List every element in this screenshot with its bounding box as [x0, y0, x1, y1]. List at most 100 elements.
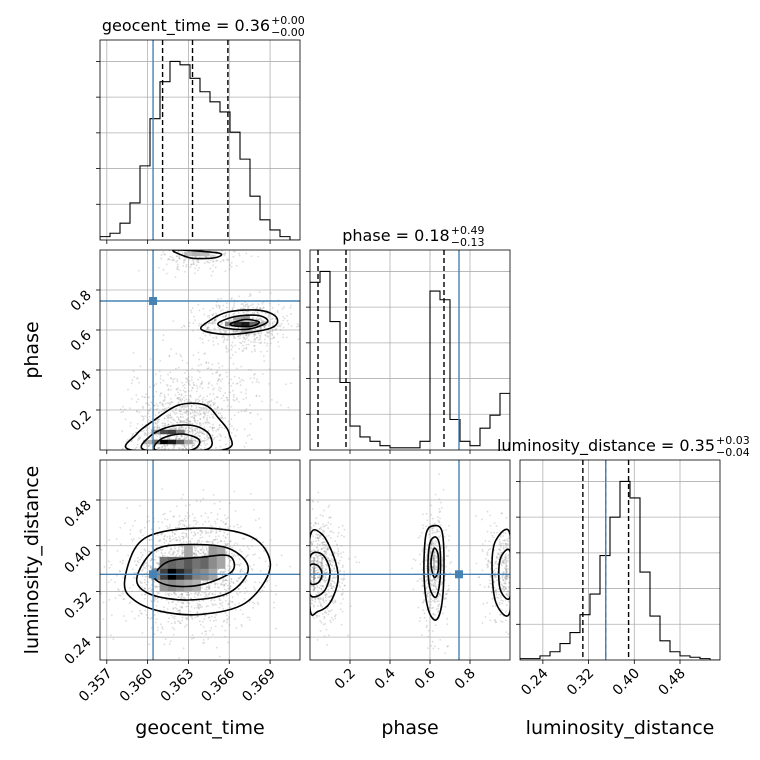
- sample-point: [271, 332, 273, 335]
- sample-point: [263, 341, 266, 344]
- sample-point: [137, 398, 140, 401]
- sample-point: [232, 582, 235, 585]
- sample-point: [313, 617, 316, 620]
- sample-point: [447, 645, 449, 647]
- sample-point: [199, 606, 202, 609]
- sample-point: [312, 561, 314, 564]
- sample-point: [220, 519, 223, 522]
- sample-point: [190, 592, 193, 595]
- sample-point: [171, 626, 174, 629]
- sample-point: [228, 582, 231, 585]
- sample-point: [199, 530, 202, 532]
- sample-point: [290, 312, 292, 315]
- sample-point: [306, 593, 308, 595]
- sample-point: [176, 380, 179, 383]
- sample-point: [146, 581, 149, 584]
- sample-point: [171, 601, 174, 603]
- grid: [100, 61, 300, 205]
- sample-point: [432, 527, 435, 530]
- sample-point: [139, 530, 141, 532]
- sample-point: [221, 321, 223, 324]
- sample-point: [194, 555, 197, 557]
- sample-point: [204, 468, 206, 470]
- sample-point: [254, 334, 256, 336]
- sample-point: [182, 596, 185, 599]
- sample-point: [444, 565, 447, 568]
- sample-point: [434, 645, 436, 648]
- sample-point: [190, 428, 193, 430]
- sample-point: [257, 603, 260, 605]
- sample-point: [301, 587, 303, 589]
- sample-point: [434, 557, 437, 560]
- sample-point: [342, 564, 344, 567]
- sample-point: [219, 592, 222, 595]
- sample-point: [202, 417, 205, 419]
- sample-point: [437, 605, 439, 608]
- sample-point: [191, 422, 194, 425]
- sample-point: [302, 584, 304, 586]
- sample-point: [194, 440, 197, 443]
- sample-point: [197, 432, 200, 434]
- sample-point: [198, 411, 201, 413]
- sample-point: [327, 506, 330, 508]
- sample-point: [232, 398, 235, 401]
- sample-point: [155, 463, 157, 465]
- sample-point: [193, 552, 196, 555]
- sample-point: [157, 626, 159, 629]
- sample-point: [165, 525, 168, 528]
- sample-point: [118, 569, 121, 572]
- sample-point: [185, 410, 188, 413]
- sample-point: [130, 538, 133, 541]
- sample-point: [182, 447, 184, 450]
- sample-point: [218, 424, 221, 427]
- sample-point: [307, 559, 309, 561]
- sample-point: [183, 404, 186, 407]
- sample-point: [184, 462, 186, 464]
- sample-point: [208, 261, 211, 264]
- sample-point: [441, 569, 444, 571]
- sample-point: [147, 409, 150, 412]
- sample-point: [222, 595, 225, 598]
- sample-point: [439, 639, 442, 641]
- sample-point: [254, 372, 256, 375]
- density-cell: [159, 439, 169, 445]
- sample-point: [137, 377, 139, 379]
- sample-point: [423, 616, 426, 619]
- sample-point: [207, 587, 210, 590]
- sample-point: [153, 597, 156, 600]
- sample-point: [165, 415, 168, 417]
- sample-point: [141, 586, 143, 588]
- sample-point: [224, 536, 227, 539]
- sample-point: [323, 530, 326, 533]
- sample-point: [243, 337, 246, 340]
- sample-point: [188, 420, 191, 423]
- sample-point: [212, 604, 214, 607]
- sample-point: [159, 377, 162, 380]
- sample-point: [156, 422, 158, 425]
- sample-point: [315, 517, 318, 519]
- sample-point: [289, 584, 291, 586]
- sample-point: [181, 545, 184, 548]
- sample-point: [178, 526, 181, 529]
- sample-point: [430, 543, 433, 546]
- sample-point: [223, 584, 225, 587]
- sample-point: [431, 527, 434, 530]
- density-cell: [184, 556, 193, 569]
- sample-point: [145, 583, 148, 586]
- sample-point: [239, 380, 242, 383]
- sample-point: [318, 543, 321, 546]
- sample-point: [175, 412, 178, 415]
- sample-point: [160, 549, 163, 551]
- sample-point: [197, 593, 200, 595]
- sample-point: [139, 580, 141, 583]
- sample-point: [185, 618, 188, 621]
- sample-point: [219, 373, 222, 376]
- sample-point: [211, 434, 214, 437]
- sample-point: [324, 568, 327, 571]
- sample-point: [173, 445, 175, 448]
- sample-point: [511, 594, 513, 596]
- sample-point: [185, 421, 188, 424]
- sample-point: [216, 380, 219, 383]
- sample-point: [202, 638, 205, 641]
- sample-point: [192, 467, 194, 469]
